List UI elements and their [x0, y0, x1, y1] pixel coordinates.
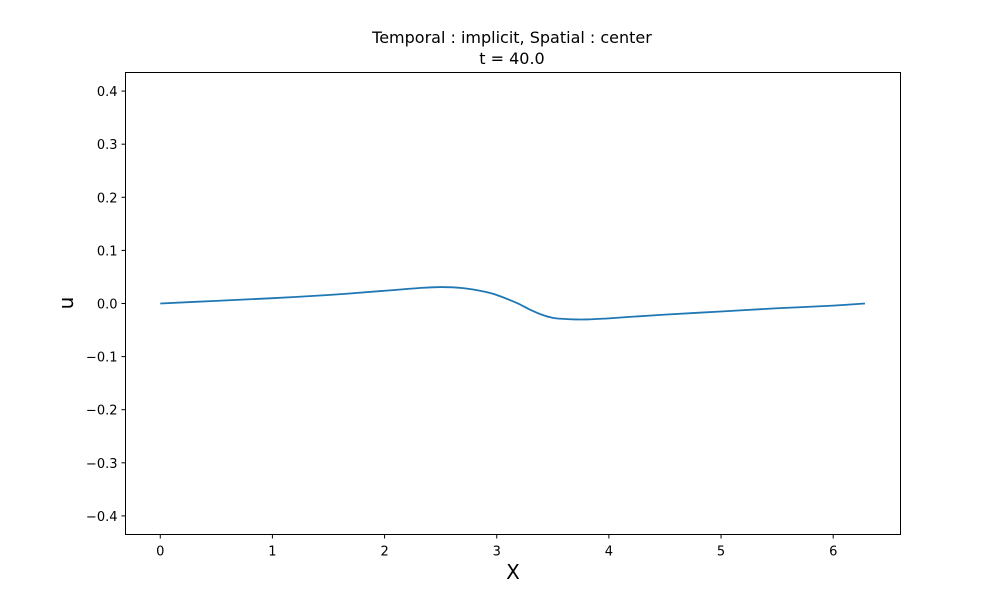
x-tick-label: 1: [268, 545, 276, 560]
y-tick-label: 0.3: [97, 138, 118, 153]
y-tick-label: −0.3: [86, 457, 118, 472]
x-tick-label: 3: [493, 545, 501, 560]
axes-frame: [125, 72, 901, 535]
y-axis-label: u: [54, 297, 78, 310]
chart-subtitle: t = 40.0: [479, 49, 544, 68]
y-tick-label: 0.4: [97, 85, 118, 100]
x-tick-label: 5: [717, 545, 725, 560]
y-tick-label: 0.0: [97, 298, 118, 313]
series-line: [160, 286, 866, 321]
y-tick-label: −0.4: [86, 510, 118, 525]
y-tick-label: 0.2: [97, 191, 118, 206]
x-tick-label: 2: [380, 545, 388, 560]
plot-area: [160, 286, 866, 321]
x-tick-label: 4: [605, 545, 613, 560]
y-tick-label: 0.1: [97, 244, 118, 259]
chart-title: Temporal : implicit, Spatial : center: [371, 28, 652, 47]
x-axis-label: X: [506, 560, 520, 584]
axis-ticks: 0 1 2 3 4 5 6 −0.4 −0.3 −0.2 −0.1 0.0 0.1 0.2 0.3 0.4: [86, 85, 837, 559]
x-tick-label: 6: [829, 545, 837, 560]
x-tick-label: 0: [156, 545, 164, 560]
y-tick-label: −0.1: [86, 351, 118, 366]
y-tick-label: −0.2: [86, 404, 118, 419]
